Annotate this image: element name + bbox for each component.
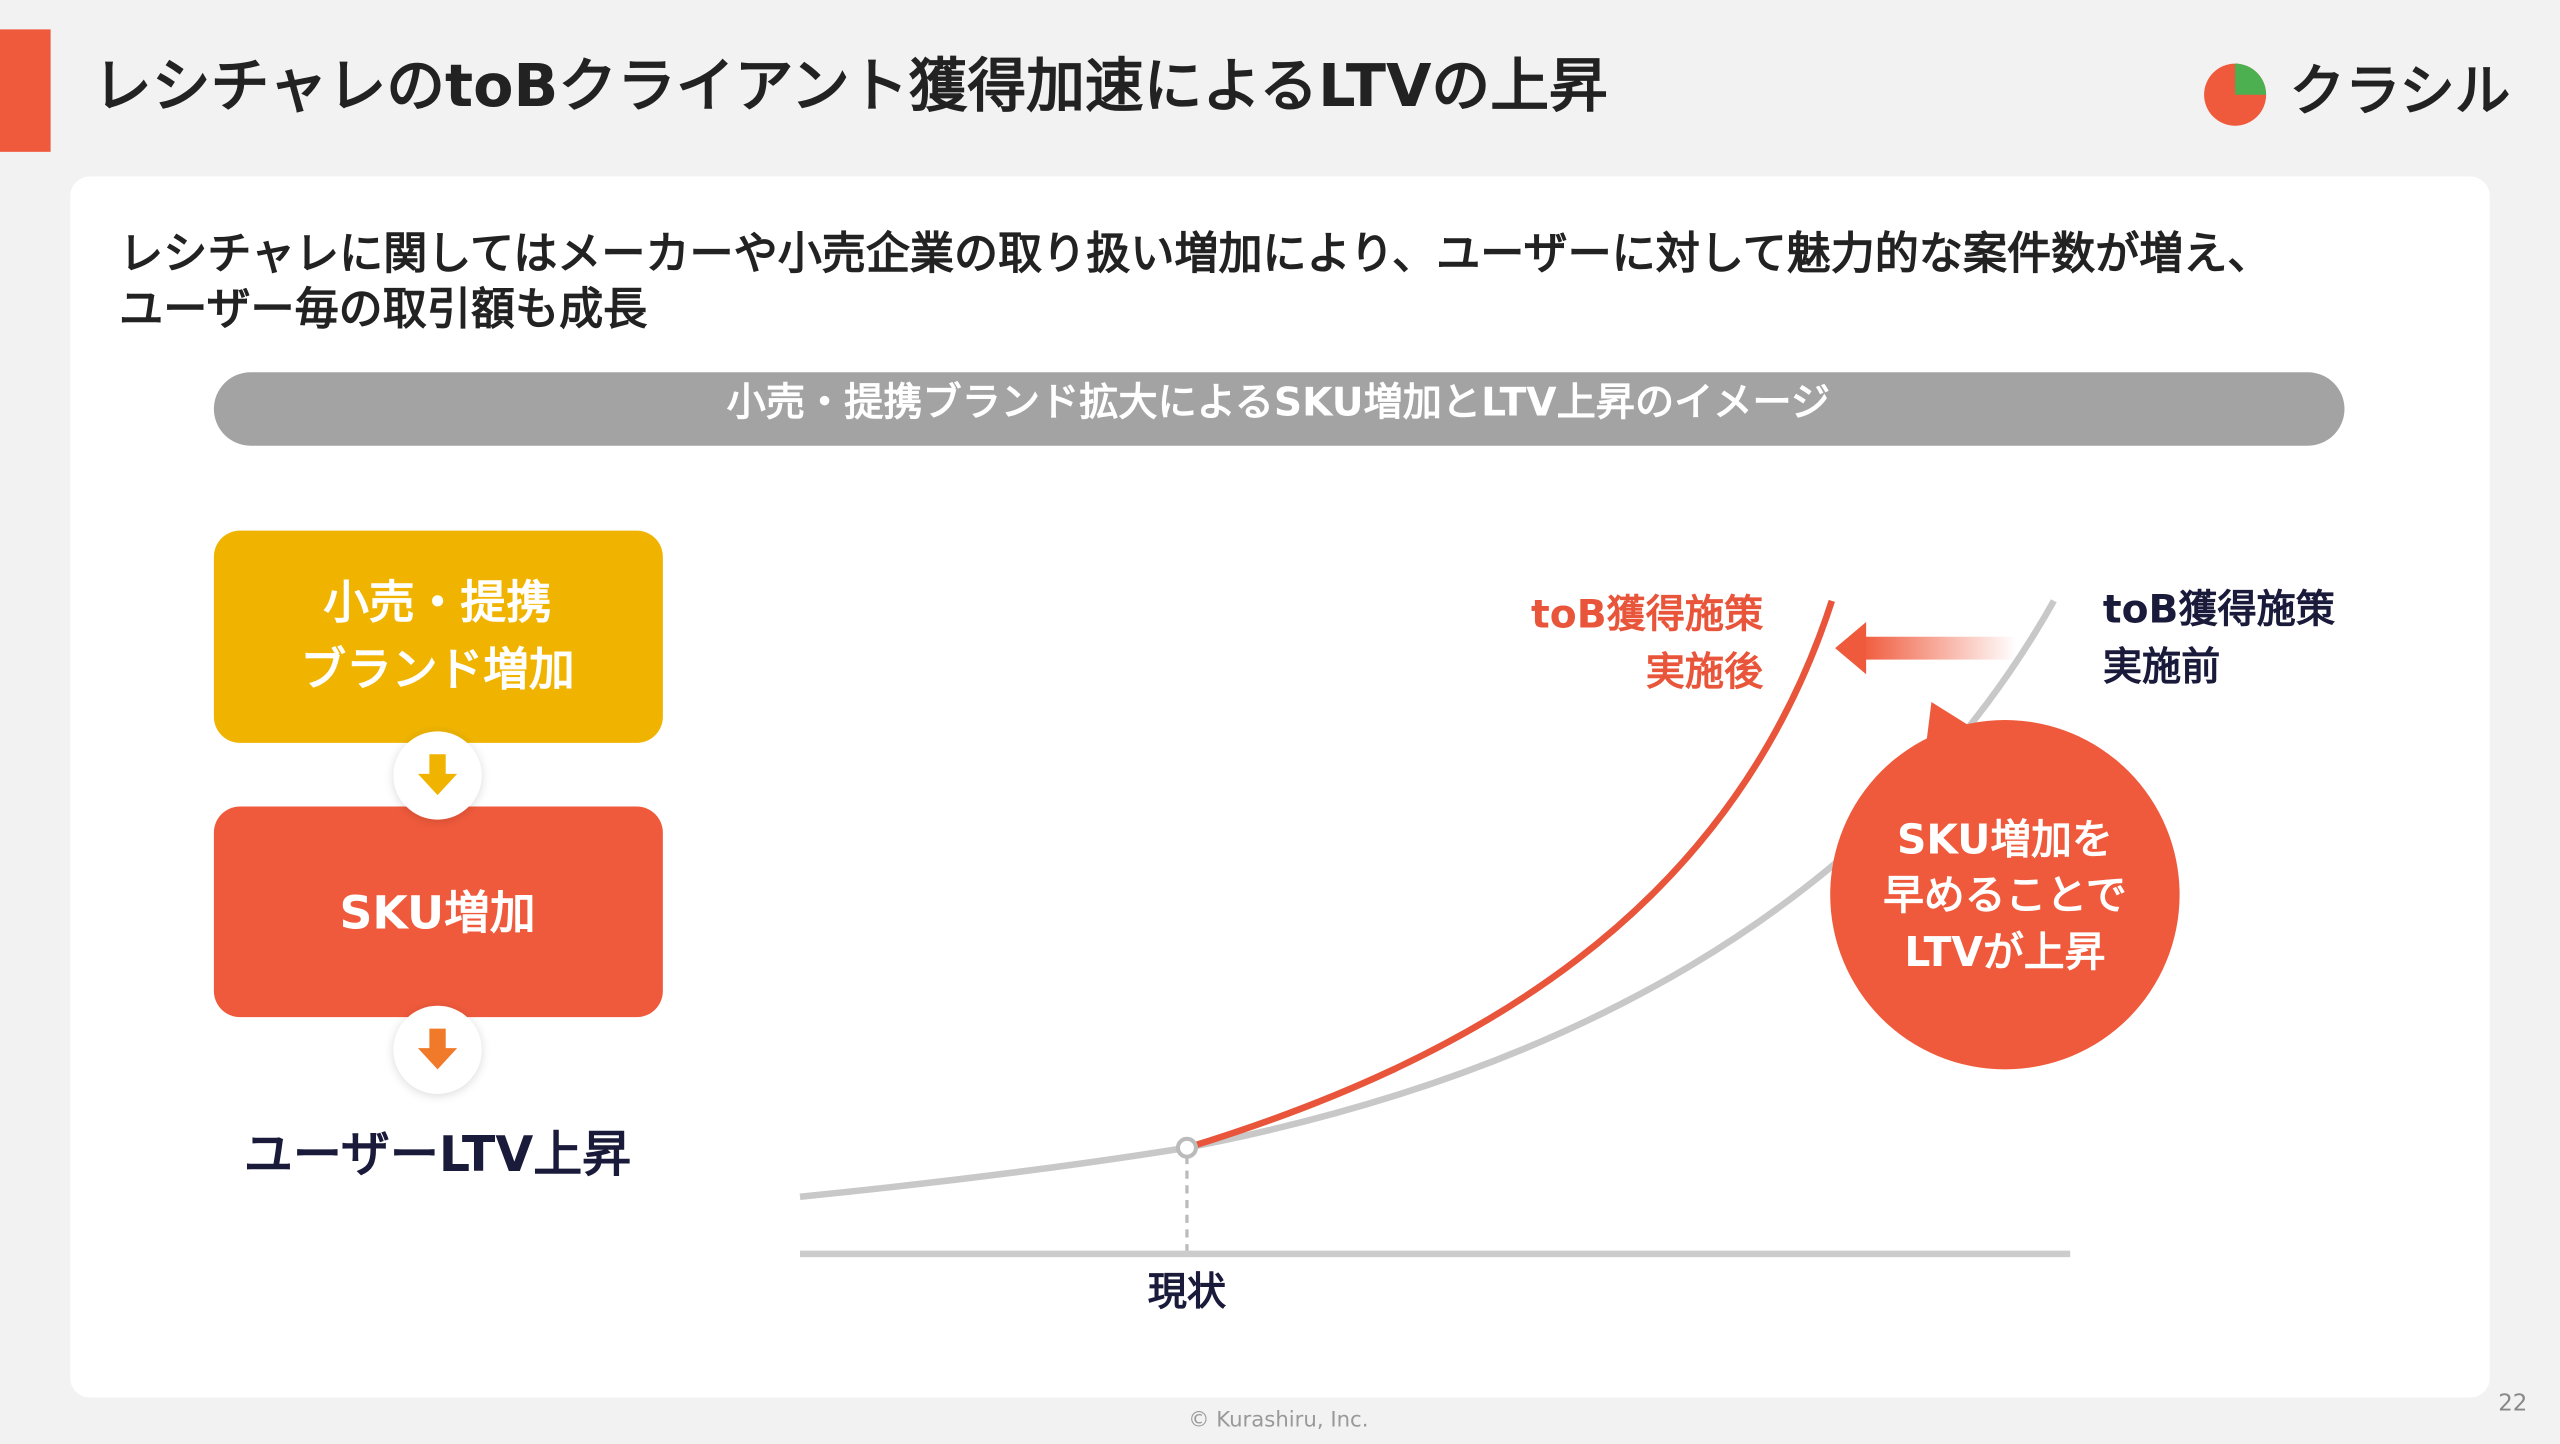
after-label: toB獲得施策 [1531,593,1764,638]
title-accent [0,29,51,152]
bubble-text: LTVが上昇 [1904,928,2105,976]
before-label: toB獲得施策 [2103,588,2336,633]
before-label: 実施前 [2103,645,2221,690]
card [70,176,2490,1398]
result-text: ユーザーLTV上昇 [244,1126,631,1183]
step-text: ブランド増加 [300,643,574,696]
after-label: 実施後 [1646,650,1764,695]
banner [213,372,2345,446]
current-point [1175,1136,1198,1159]
shift-arrow [1835,622,2017,675]
logo: クラシル [2204,59,2510,126]
page-number: 22 [2498,1391,2527,1417]
step-box [213,806,663,1018]
title: レシチャレのtoBクライアント獲得加速によるLTVの上昇 [93,51,1608,120]
down-arrow [393,731,482,820]
after-curve [1185,599,1835,1151]
lead-line: ユーザー毎の取引額も成長 [119,284,648,335]
current-label: 現状 [1148,1270,1227,1315]
logo-text: クラシル [2290,59,2511,124]
copyright: © Kurashiru, Inc. [1188,1407,1368,1432]
down-arrow [393,1005,482,1094]
lead-line: レシチャレに関してはメーカーや小売企業の取り扱い増加により、ユーザーに対して魅力… [119,228,2271,279]
step-text: SKU増加 [340,886,536,939]
banner-text: 小売・提携ブランド拡大によるSKU増加とLTV上昇のイメージ [727,380,1830,425]
step-box [213,530,663,743]
bubble-text: 早めることで [1883,871,2127,919]
bubble-text: SKU増加を [1897,815,2113,863]
bubble [1830,702,2180,1070]
step-text: 小売・提携 [323,576,552,629]
